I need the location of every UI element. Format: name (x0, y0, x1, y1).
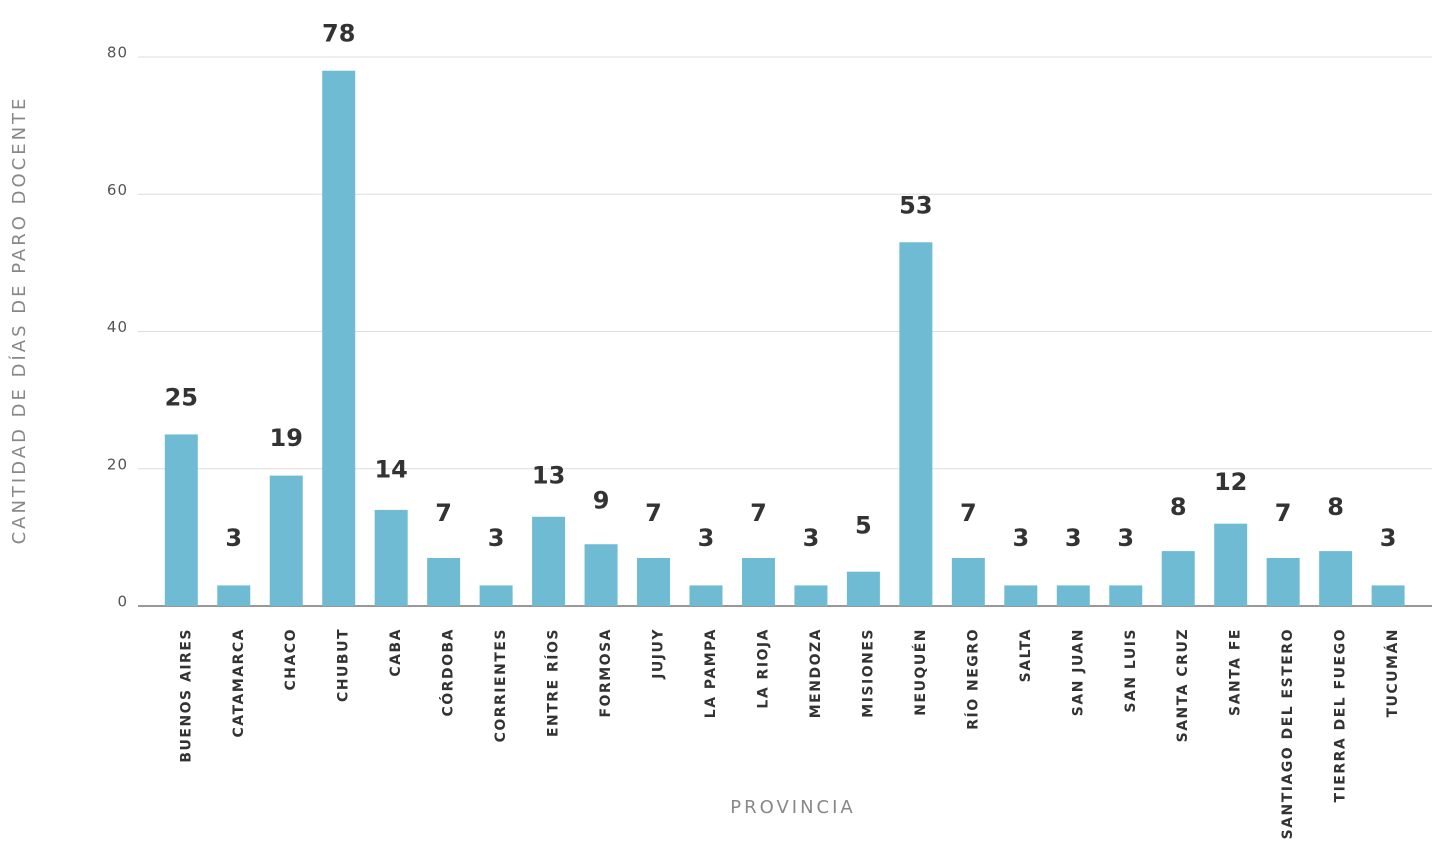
value-label: 19 (270, 424, 303, 452)
bar (637, 557, 671, 606)
y-axis-title: CANTIDAD DE DÍAS DE PARO DOCENTE (8, 96, 30, 545)
value-label: 8 (1170, 493, 1187, 521)
value-label: 7 (1275, 499, 1292, 527)
x-tick-label: BUENOS AIRES (178, 628, 194, 763)
value-label: 12 (1214, 468, 1247, 496)
value-label: 25 (165, 383, 198, 411)
bar (1319, 551, 1353, 606)
value-label: 78 (322, 20, 355, 48)
bar (951, 557, 985, 606)
value-label: 3 (488, 524, 505, 552)
bar (1266, 557, 1300, 606)
bar (217, 585, 251, 606)
value-label: 7 (645, 499, 662, 527)
x-axis-title: PROVINCIA (730, 797, 856, 818)
x-tick-label: SANTIAGO DEL ESTERO (1280, 628, 1296, 839)
y-tick-label: 20 (107, 455, 128, 473)
bar (689, 585, 723, 606)
value-label: 3 (1380, 524, 1397, 552)
x-tick-label: TIERRA DEL FUEGO (1333, 628, 1349, 802)
y-tick-label: 40 (107, 318, 128, 336)
bar (899, 242, 933, 606)
x-tick-label: CHUBUT (336, 628, 352, 702)
value-label: 3 (1065, 524, 1082, 552)
x-tick-label: MISIONES (860, 628, 876, 718)
x-tick-label: CABA (388, 628, 404, 677)
x-tick-label: RÍO NEGRO (964, 628, 981, 730)
x-tick-label: CHACO (283, 628, 299, 691)
x-tick-label: CATAMARCA (231, 628, 247, 737)
x-tick-label: CORRIENTES (493, 628, 509, 742)
x-tick-label: LA RIOJA (755, 628, 771, 709)
bar (1214, 523, 1248, 606)
x-tick-label: SAN LUIS (1123, 628, 1139, 713)
bar (479, 585, 513, 606)
value-label: 3 (698, 524, 715, 552)
value-label: 14 (374, 455, 407, 483)
bar (846, 571, 880, 606)
bar (322, 70, 356, 607)
bar (269, 475, 303, 606)
value-label: 7 (960, 499, 977, 527)
bar (741, 557, 775, 606)
x-tick-label: TUCUMÁN (1384, 628, 1401, 718)
value-label: 13 (532, 462, 565, 490)
value-label: 3 (1012, 524, 1029, 552)
value-label: 5 (855, 512, 872, 540)
value-label: 9 (593, 487, 610, 515)
bar (374, 509, 408, 606)
bar (532, 516, 566, 606)
bar (164, 434, 198, 606)
bar (427, 557, 461, 606)
x-tick-label: CÓRDOBA (439, 628, 457, 716)
x-tick-label: FORMOSA (598, 628, 614, 718)
y-tick-label: 80 (107, 44, 128, 62)
value-label: 53 (899, 191, 932, 219)
x-tick-label: JUJUY (651, 628, 667, 680)
x-tick-label: SANTA FE (1228, 628, 1244, 716)
x-tick-label: NEUQUÉN (912, 628, 929, 716)
x-tick-label: ENTRE RÍOS (545, 628, 562, 737)
y-tick-label: 60 (107, 181, 128, 199)
value-label: 7 (750, 499, 767, 527)
bar (1161, 551, 1195, 606)
x-tick-label: SAN JUAN (1070, 628, 1086, 716)
x-tick-label: MENDOZA (808, 628, 824, 718)
value-label: 8 (1327, 493, 1344, 521)
x-tick-label: LA PAMPA (703, 628, 719, 718)
value-label: 3 (225, 524, 242, 552)
x-tick-label: SALTA (1018, 628, 1034, 682)
bar (584, 544, 618, 606)
bar (1109, 585, 1143, 606)
value-label: 3 (1117, 524, 1134, 552)
value-label: 7 (435, 499, 452, 527)
bar (1004, 585, 1038, 606)
y-tick-label: 0 (117, 593, 128, 611)
bar (1056, 585, 1090, 606)
bar (1371, 585, 1405, 606)
bar (794, 585, 828, 606)
value-label: 3 (803, 524, 820, 552)
x-tick-label: SANTA CRUZ (1175, 628, 1191, 742)
